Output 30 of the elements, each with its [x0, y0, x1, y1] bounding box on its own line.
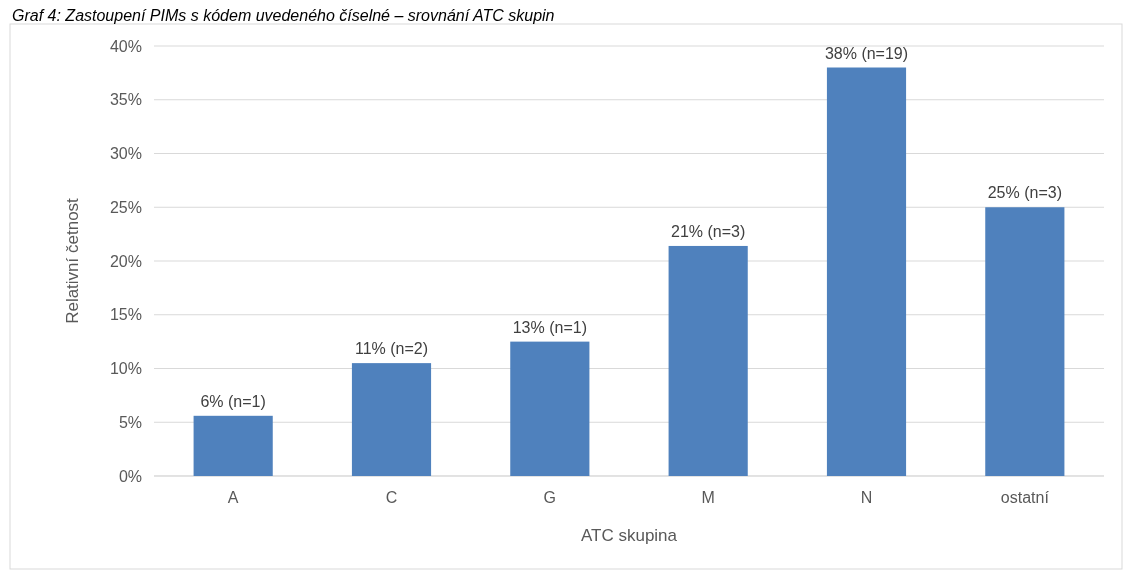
x-tick-label: G: [543, 489, 557, 506]
y-tick-label: 10%: [109, 360, 142, 378]
y-tick-label: 0%: [118, 467, 142, 485]
bar: [985, 207, 1065, 476]
x-tick-label: C: [385, 489, 398, 506]
data-label: 6% (n=1): [200, 392, 266, 410]
y-tick-label: 35%: [109, 91, 142, 109]
bar: [826, 67, 907, 476]
x-tick-label: M: [701, 489, 715, 506]
y-axis-title: Relativní četnost: [63, 197, 82, 324]
data-label: 25% (n=3): [987, 184, 1062, 202]
bar: [510, 341, 590, 476]
bar: [668, 245, 748, 476]
x-tick-label: ostatní: [1000, 489, 1050, 506]
y-tick-label: 30%: [109, 145, 142, 163]
data-label: 38% (n=19): [824, 44, 909, 62]
data-label: 11% (n=2): [354, 340, 429, 358]
bar: [193, 415, 273, 476]
bar: [351, 363, 432, 476]
y-tick-label: 15%: [109, 306, 142, 324]
y-tick-label: 40%: [109, 37, 142, 55]
chart-title: Graf 4: Zastoupení PIMs s kódem uvedeného číselné – srovnání ATC skupin: [12, 7, 555, 24]
data-label: 21% (n=3): [671, 222, 746, 240]
y-tick-label: 20%: [109, 252, 142, 270]
x-tick-label: N: [860, 489, 873, 506]
y-tick-label: 25%: [109, 198, 142, 216]
x-tick-label: A: [227, 489, 239, 506]
y-tick-label: 5%: [118, 413, 142, 431]
data-label: 13% (n=1): [512, 318, 587, 336]
x-axis-title: ATC skupina: [580, 526, 678, 545]
